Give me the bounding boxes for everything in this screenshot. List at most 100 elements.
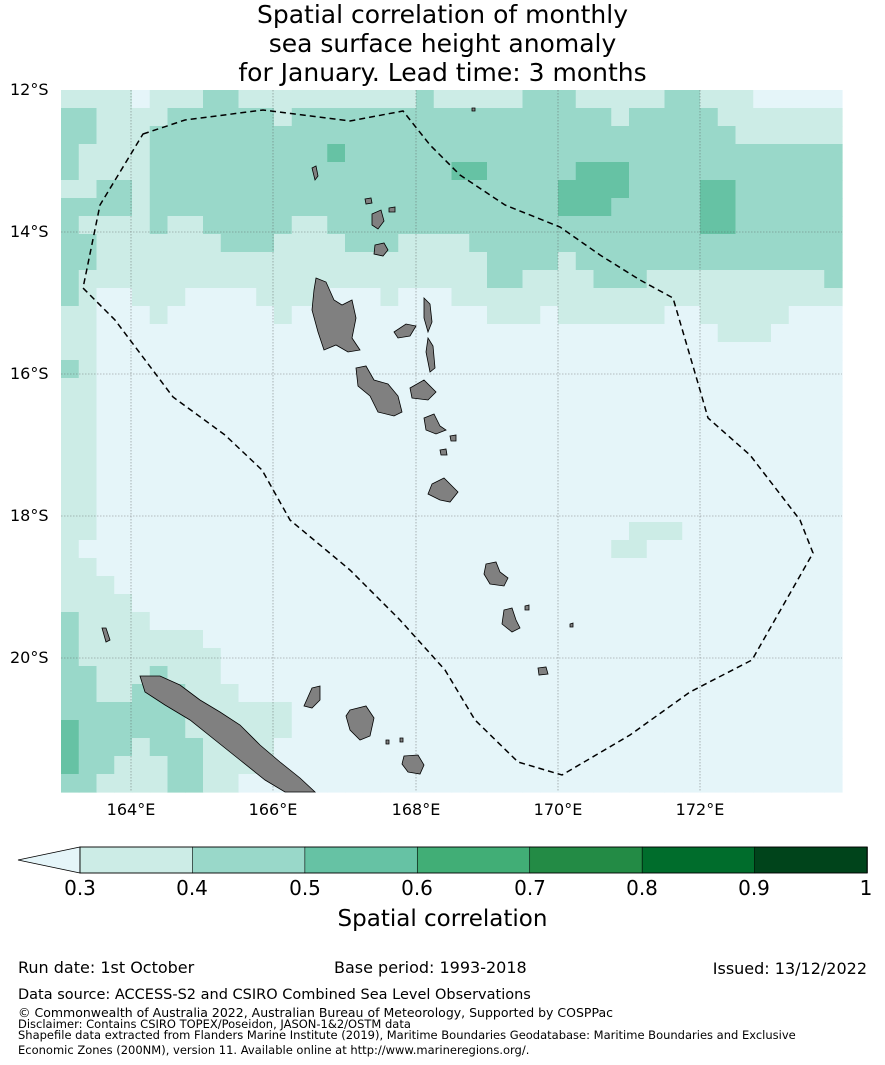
grid-cell xyxy=(753,198,772,217)
grid-cell xyxy=(575,198,595,217)
grid-cell xyxy=(380,774,399,793)
grid-cell xyxy=(771,432,790,451)
grid-cell xyxy=(291,324,311,343)
grid-cell xyxy=(78,666,98,685)
grid-cell xyxy=(256,594,275,613)
grid-cell xyxy=(451,126,470,145)
grid-cell xyxy=(96,450,115,469)
grid-cell xyxy=(185,504,204,523)
grid-cell xyxy=(735,396,754,415)
grid-cell xyxy=(327,180,346,199)
grid-cell xyxy=(558,486,577,505)
grid-cell xyxy=(185,144,204,163)
grid-cell xyxy=(274,414,293,433)
grid-cell xyxy=(824,378,843,397)
grid-cell xyxy=(416,126,435,145)
grid-cell xyxy=(114,756,133,775)
grid-cell xyxy=(416,594,435,613)
grid-cell xyxy=(824,738,843,757)
grid-cell xyxy=(682,342,701,361)
grid-cell xyxy=(433,216,453,235)
grid-cell xyxy=(149,738,169,757)
grid-cell xyxy=(540,396,559,415)
grid-cell xyxy=(469,414,488,433)
grid-cell xyxy=(380,558,399,577)
grid-cell xyxy=(717,414,737,433)
grid-cell xyxy=(274,90,293,109)
grid-cell xyxy=(487,144,506,163)
grid-cell xyxy=(522,306,541,325)
grid-cell xyxy=(96,144,115,163)
grid-cell xyxy=(558,468,577,487)
grid-cell xyxy=(824,198,843,217)
grid-cell xyxy=(220,378,240,397)
grid-cell xyxy=(114,342,133,361)
grid-cell xyxy=(629,342,648,361)
grid-cell xyxy=(78,702,98,721)
colorbar-cell xyxy=(304,846,419,874)
grid-cell xyxy=(735,198,754,217)
grid-cell xyxy=(362,324,382,343)
grid-cell xyxy=(96,342,115,361)
grid-cell xyxy=(469,270,488,289)
grid-cell xyxy=(238,486,257,505)
grid-cell xyxy=(593,774,612,793)
grid-cell xyxy=(345,522,364,541)
grid-cell xyxy=(61,558,80,577)
grid-cell xyxy=(735,306,754,325)
grid-cell xyxy=(629,360,648,379)
grid-cell xyxy=(558,666,577,685)
grid-cell xyxy=(824,270,843,289)
lat-label-14s: 14°S xyxy=(10,222,49,241)
grid-cell xyxy=(327,720,346,739)
grid-cell xyxy=(664,288,683,307)
grid-cell xyxy=(291,234,311,253)
grid-cell xyxy=(132,108,151,127)
island-lifou xyxy=(345,705,375,741)
grid-cell xyxy=(646,666,666,685)
grid-cell xyxy=(327,594,346,613)
grid-cell xyxy=(753,504,772,523)
grid-cell xyxy=(504,306,524,325)
grid-cell xyxy=(114,252,133,271)
grid-cell xyxy=(788,270,808,289)
grid-cell xyxy=(362,648,382,667)
grid-cell xyxy=(78,432,98,451)
grid-cell xyxy=(629,702,648,721)
grid-cell xyxy=(167,504,186,523)
grid-cell xyxy=(149,90,169,109)
grid-cell xyxy=(611,270,630,289)
grid-cell xyxy=(735,180,754,199)
grid-cell xyxy=(220,756,240,775)
grid-cell xyxy=(61,576,80,595)
grid-cell xyxy=(61,486,80,505)
grid-cell xyxy=(824,252,843,271)
grid-cell xyxy=(220,468,240,487)
grid-cell xyxy=(753,234,772,253)
grid-cell xyxy=(593,702,612,721)
grid-cell xyxy=(788,396,808,415)
grid-cell xyxy=(345,450,364,469)
grid-cell xyxy=(451,666,470,685)
grid-cell xyxy=(327,738,346,757)
grid-cell xyxy=(717,468,737,487)
grid-cell xyxy=(167,594,186,613)
grid-cell xyxy=(167,216,186,235)
grid-cell xyxy=(788,342,808,361)
grid-cell xyxy=(824,342,843,361)
grid-cell xyxy=(167,342,186,361)
grid-cell xyxy=(487,504,506,523)
grid-cell xyxy=(203,558,222,577)
correlation-map xyxy=(61,90,843,793)
grid-cell xyxy=(167,450,186,469)
grid-cell xyxy=(256,630,275,649)
grid-cell xyxy=(291,666,311,685)
grid-cell xyxy=(309,486,328,505)
grid-cell xyxy=(451,180,470,199)
grid-cell xyxy=(291,756,311,775)
grid-cell xyxy=(469,324,488,343)
grid-cell xyxy=(646,324,666,343)
grid-cell xyxy=(806,540,825,559)
grid-cell xyxy=(469,306,488,325)
grid-cell xyxy=(629,180,648,199)
